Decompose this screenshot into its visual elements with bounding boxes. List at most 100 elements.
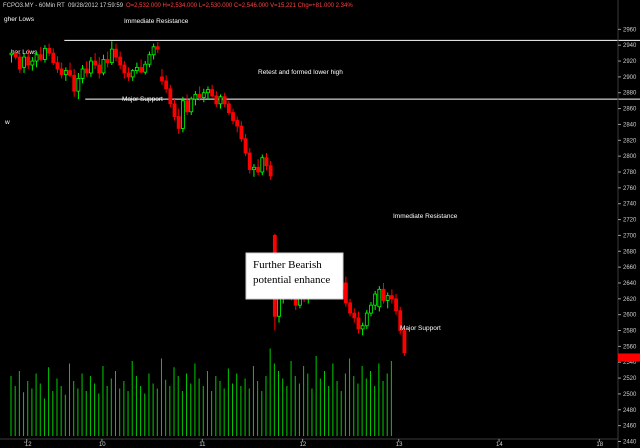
candle-body [206, 89, 210, 94]
time-tick-label: 18 [596, 442, 603, 448]
note-box [245, 252, 344, 300]
candle-body [30, 60, 35, 66]
price-tick-label: 2700 [623, 233, 637, 239]
candle-body [398, 310, 403, 331]
candle-body [84, 68, 89, 74]
candle-body [26, 56, 31, 66]
time-tick-label: 11 [199, 442, 206, 448]
candle-body [185, 100, 189, 113]
candle-body [256, 166, 261, 173]
candle-body [9, 52, 14, 56]
candle-body [51, 52, 56, 64]
candle-body [243, 138, 248, 154]
last-price-box [618, 353, 640, 362]
candle-body [68, 70, 72, 76]
price-tick-label: 2480 [623, 408, 637, 414]
candle-body [76, 78, 81, 92]
price-tick-label: 2920 [623, 59, 637, 65]
price-tick-label: 2880 [623, 91, 637, 97]
candle-body [126, 72, 131, 78]
candle-body [343, 282, 348, 304]
candle-body [114, 48, 118, 58]
candle-body [193, 93, 198, 100]
time-tick-label: 13 [396, 442, 403, 448]
price-tick-label: 2540 [623, 360, 637, 366]
candle-body [389, 295, 394, 300]
price-tick-label: 2580 [623, 329, 637, 335]
price-tick-label: 2640 [623, 281, 637, 287]
price-tick-label: 2600 [623, 313, 637, 319]
annotation-major-support-2: Major Support [400, 325, 441, 332]
candle-body [164, 80, 169, 90]
price-tick-label: 2800 [623, 154, 637, 160]
time-tick-label: 14 [496, 442, 503, 448]
candle-body [97, 64, 102, 74]
candle-body [89, 60, 93, 74]
price-tick-label: 2960 [623, 27, 637, 33]
header-datetime: 09/28/2012 17:59:59 [68, 3, 124, 9]
price-tick-label: 2720 [623, 218, 637, 224]
price-tick-label: 2760 [623, 186, 637, 192]
candle-body [130, 70, 135, 78]
candle-body [377, 288, 382, 308]
candle-body [17, 56, 22, 70]
price-tick-label: 2440 [623, 439, 637, 445]
candle-body [176, 116, 181, 129]
candle-body [268, 165, 273, 177]
candle-body [231, 112, 235, 121]
candle-body [260, 157, 265, 173]
time-tick-label: '12 [24, 442, 32, 448]
candle-body [235, 120, 240, 127]
candle-body [147, 54, 152, 65]
candle-body [139, 66, 143, 73]
left-label-small: w [4, 119, 10, 126]
candle-body [373, 293, 378, 306]
left-label-mid: her Lows [11, 49, 38, 56]
price-tick-label: 2660 [623, 265, 637, 271]
candles [9, 41, 407, 356]
candle-body [43, 47, 47, 60]
candle-body [197, 93, 202, 98]
price-axis: 2440 2460 2480 2500 2520 2540 2560 2580 2600 2620… [618, 27, 637, 445]
candle-body [381, 288, 386, 301]
left-label-top: gher Lows [4, 16, 35, 23]
candle-body [101, 59, 106, 74]
candle-body [218, 96, 223, 105]
candle-body [189, 98, 194, 113]
header-ohlc: O=2,532.000 H=2,534.000 L=2,530.000 C=2,… [126, 3, 353, 9]
candle-body [122, 64, 127, 74]
price-tick-label: 2560 [623, 344, 637, 350]
price-tick-label: 2900 [623, 75, 637, 81]
candle-body [264, 157, 269, 167]
candle-body [105, 59, 110, 64]
candle-body [201, 92, 206, 98]
price-tick-label: 2840 [623, 122, 637, 128]
candle-body [252, 166, 256, 171]
candle-body [226, 103, 231, 113]
price-tick-label: 2500 [623, 392, 637, 398]
level-lines [64, 39, 640, 100]
price-tick-label: 2780 [623, 170, 637, 176]
volume-bars [10, 348, 392, 436]
candle-body [47, 47, 52, 54]
price-tick-label: 2860 [623, 107, 637, 113]
time-tick-label: 10 [99, 442, 106, 448]
candle-body [72, 74, 77, 92]
time-axis: '121011121314181920212425262728 [24, 439, 604, 448]
candle-body [34, 54, 39, 62]
candle-body [160, 76, 164, 82]
price-tick-label: 2460 [623, 424, 637, 430]
candle-body [239, 125, 244, 140]
candle-body [59, 68, 64, 75]
candle-body [180, 100, 185, 129]
candle-body [247, 152, 252, 171]
note-line-2: potential enhance [253, 274, 330, 286]
candle-body [109, 48, 114, 64]
header-symbol: FCPO3.MY - 60Min RT [3, 3, 65, 9]
candle-body [356, 317, 361, 330]
candle-body [352, 312, 357, 319]
candle-body [369, 304, 373, 314]
candle-body [360, 325, 365, 330]
